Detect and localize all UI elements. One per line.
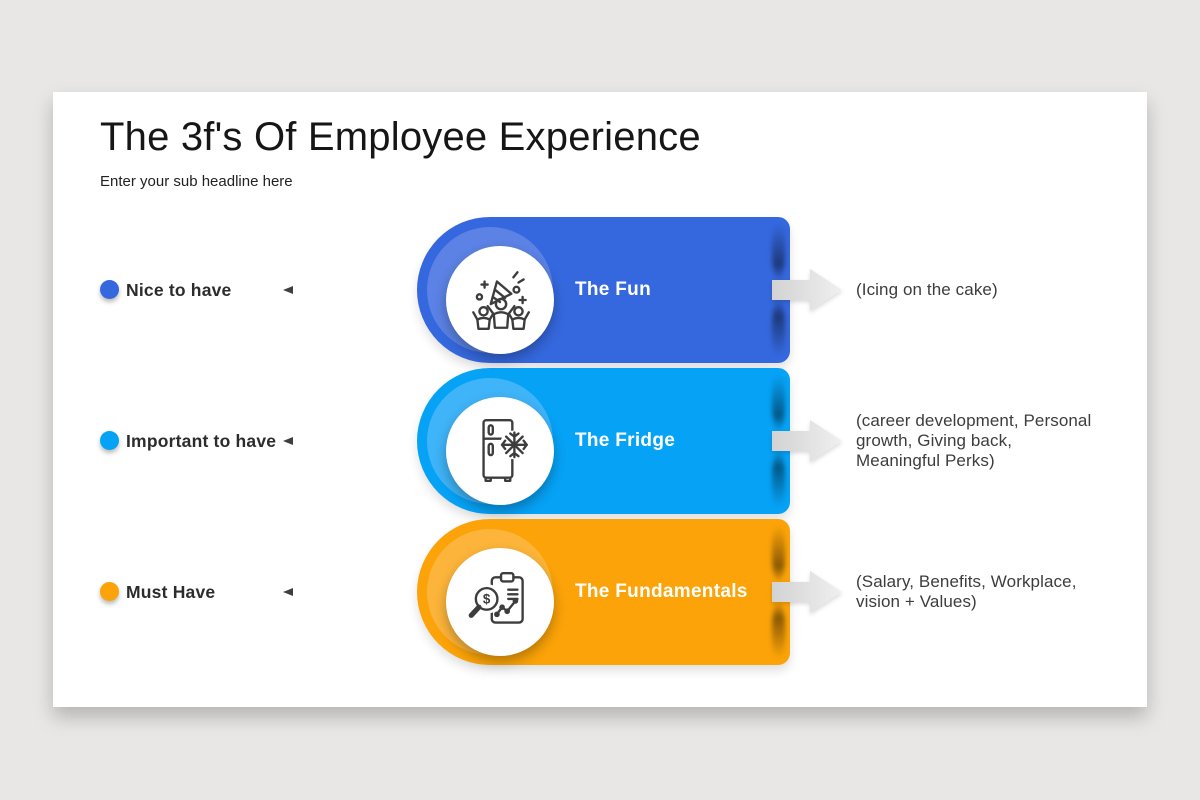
annotation-text: (Salary, Benefits, Workplace, vision + V…: [856, 519, 1156, 665]
row-label: Must Have: [126, 581, 216, 602]
annotation-line: (career development, Personal: [856, 411, 1092, 430]
ribbon-fold-shadow: [772, 372, 785, 430]
ribbon-fold-shadow: [772, 603, 785, 661]
flow-arrow-icon: [772, 269, 842, 311]
flow-arrow-icon: [772, 420, 842, 462]
icon-badge: $: [446, 548, 554, 656]
pill-title: The Fun: [575, 279, 651, 300]
annotation-text: (Icing on the cake): [856, 217, 1156, 363]
icon-badge: [446, 397, 554, 505]
row-label: Important to have: [126, 430, 277, 451]
page-title: The 3f's Of Employee Experience: [100, 115, 701, 159]
legend-dot: [100, 582, 119, 601]
icon-badge-ring: [427, 378, 554, 505]
pill-title: The Fridge: [575, 430, 676, 451]
annotation-line: growth, Giving back,: [856, 431, 1013, 450]
pill-the-fridge: The Fridge: [417, 368, 790, 514]
annotation-line: vision + Values): [856, 592, 977, 611]
flow-arrow-icon: [772, 571, 842, 613]
annotation-line: (Icing on the cake): [856, 280, 998, 299]
page-subtitle: Enter your sub headline here: [100, 173, 293, 190]
icon-badge-ring: $: [427, 529, 554, 656]
fridge-icon: [482, 418, 529, 482]
row-label: Nice to have: [126, 279, 232, 300]
ribbon-fold-shadow: [772, 523, 785, 581]
annotation-text: (career development, Personal growth, Gi…: [856, 368, 1156, 514]
financial-analysis-icon: $: [468, 572, 524, 624]
legend-dot: [100, 431, 119, 450]
row-the-fundamentals: Must Have: [53, 519, 1147, 665]
row-the-fun: Nice to have: [53, 217, 1147, 363]
slide-card: The 3f's Of Employee Experience Enter yo…: [53, 92, 1147, 707]
icon-badge-ring: [427, 227, 554, 354]
celebration-icon: [472, 271, 530, 330]
icon-badge: [446, 246, 554, 354]
ribbon-fold-shadow: [772, 221, 785, 279]
pill-title: The Fundamentals: [575, 581, 748, 602]
pill-the-fun: The Fun: [417, 217, 790, 363]
annotation-line: (Salary, Benefits, Workplace,: [856, 572, 1077, 591]
legend-dot: [100, 280, 119, 299]
ribbon-fold-shadow: [772, 452, 785, 510]
row-the-fridge: Important to have: [53, 368, 1147, 514]
svg-text:$: $: [483, 592, 491, 607]
ribbon-fold-shadow: [772, 301, 785, 359]
pill-the-fundamentals: $ The Fundamentals: [417, 519, 790, 665]
annotation-line: Meaningful Perks): [856, 451, 995, 470]
